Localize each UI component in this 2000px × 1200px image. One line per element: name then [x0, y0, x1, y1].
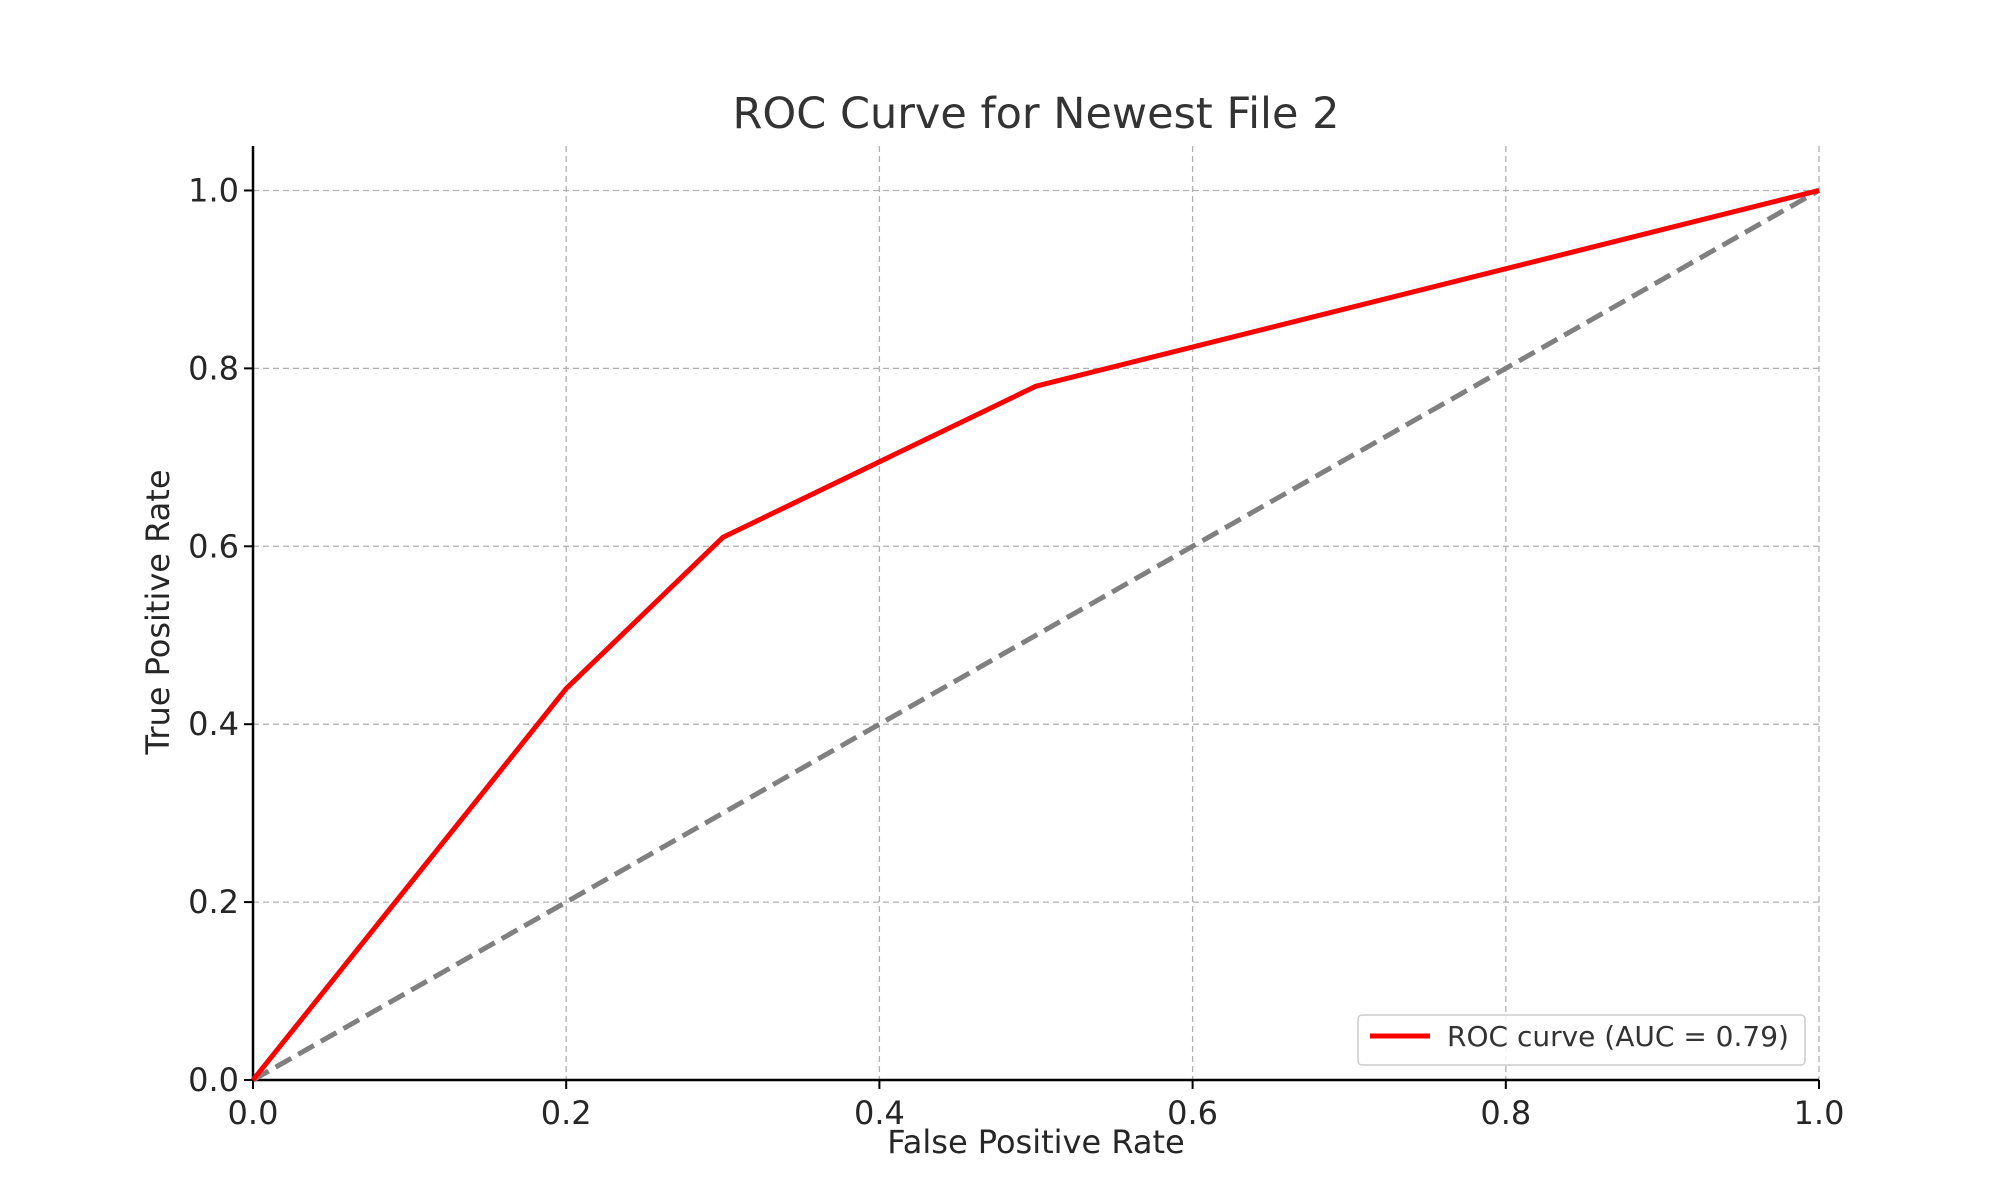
ticks: 0.0 0.2 0.4 0.6 0.8 1.0 0.0 0.2 0.4 0.6 0.8 1.0 — [188, 171, 1844, 1132]
x-tick-label: 0.2 — [541, 1094, 592, 1132]
legend-box — [1357, 1014, 1806, 1066]
legend-label-roc-curve: ROC curve (AUC = 0.79) — [1447, 1020, 1789, 1053]
y-axis-label: True Positive Rate — [139, 469, 177, 755]
grid — [252, 146, 1820, 1081]
x-tick-label: 1.0 — [1794, 1094, 1845, 1132]
series — [251, 188, 1821, 1083]
axes — [251, 146, 1819, 1082]
x-axis-label: False Positive Rate — [887, 1123, 1184, 1161]
x-tick-label: 0.6 — [1167, 1094, 1218, 1132]
roc-curve-line — [251, 188, 1820, 1082]
y-tick-label: 1.0 — [188, 171, 239, 209]
y-tick-label: 0.6 — [188, 527, 239, 565]
y-tick-label: 0.4 — [188, 705, 239, 743]
chance-diagonal-line — [251, 188, 1821, 1083]
chart-title: ROC Curve for Newest File 2 — [733, 89, 1340, 139]
x-tick-label: 0.0 — [228, 1094, 279, 1132]
legend: ROC curve (AUC = 0.79) — [1357, 1014, 1806, 1066]
y-tick-label: 0.0 — [188, 1061, 239, 1099]
x-tick-label: 0.8 — [1480, 1094, 1531, 1132]
y-tick-label: 0.2 — [188, 883, 239, 921]
x-tick-label: 0.4 — [854, 1094, 905, 1132]
y-tick-label: 0.8 — [188, 349, 239, 387]
